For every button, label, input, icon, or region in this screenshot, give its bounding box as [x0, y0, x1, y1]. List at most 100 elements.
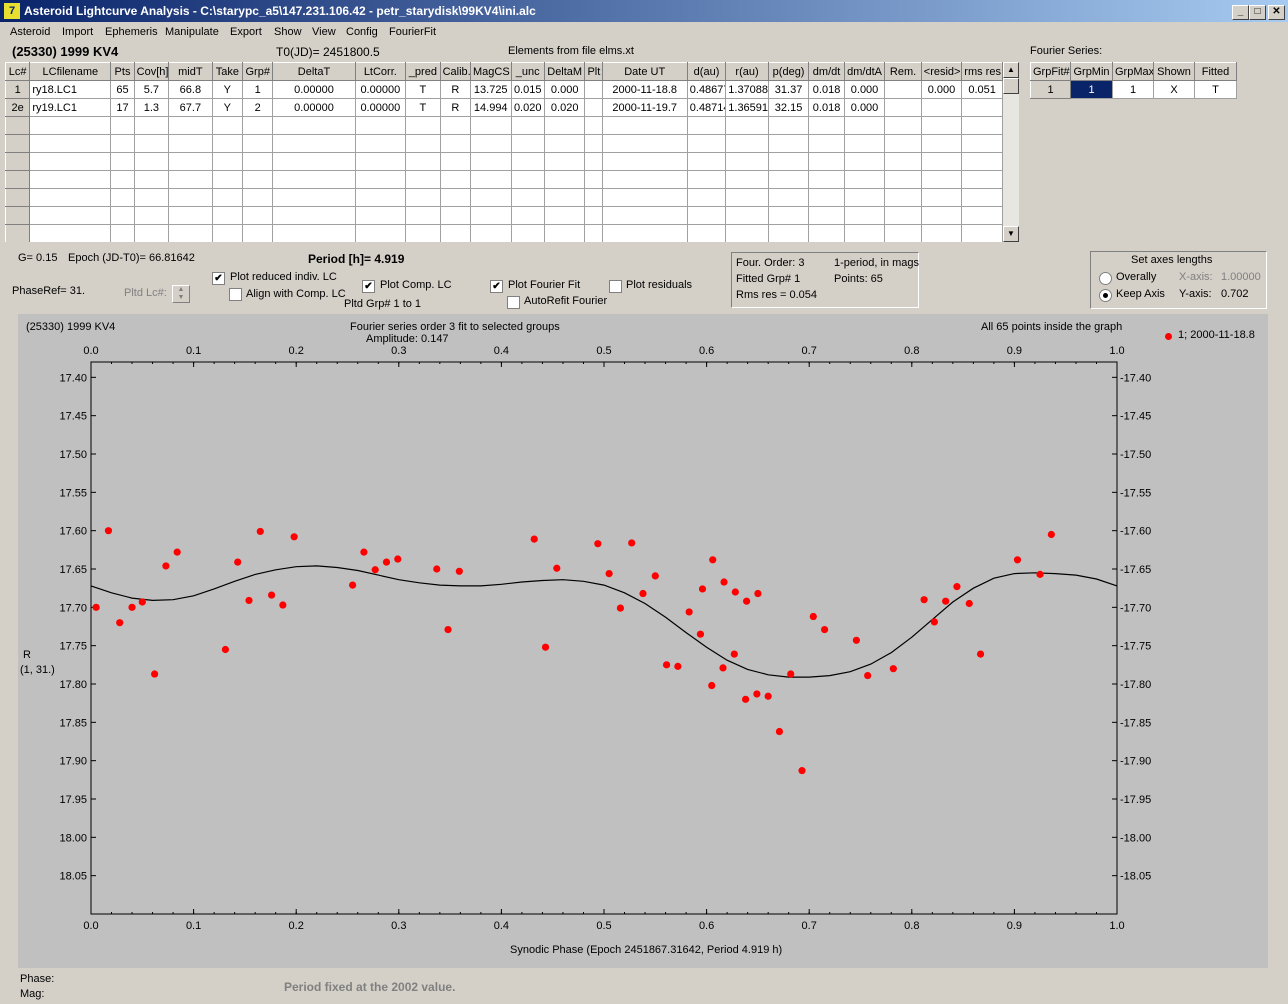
- table-cell[interactable]: [510, 170, 545, 189]
- table-cell[interactable]: [110, 134, 135, 153]
- fs-cell-grpfit[interactable]: 1: [1030, 80, 1071, 99]
- table-cell[interactable]: [961, 170, 1003, 189]
- table-cell[interactable]: [543, 224, 586, 242]
- table-cell[interactable]: [884, 170, 922, 189]
- lightcurve-plot[interactable]: 0.0 0.0 0.1 0.1 0.2 0.2 0.3 0.3 0.4 0.4 0.5 0.5 0.6 0…: [18, 314, 1268, 968]
- table-cell[interactable]: [686, 170, 727, 189]
- lc-col-header[interactable]: rms res: [961, 62, 1003, 81]
- table-cell[interactable]: 0.00000: [272, 80, 356, 99]
- table-cell[interactable]: [843, 134, 886, 153]
- lc-col-header[interactable]: r(au): [725, 62, 769, 81]
- table-cell[interactable]: R: [439, 98, 471, 117]
- table-cell[interactable]: [686, 116, 727, 135]
- table-cell[interactable]: [242, 152, 274, 171]
- close-button[interactable]: ✕: [1268, 5, 1285, 20]
- table-cell[interactable]: [211, 152, 244, 171]
- table-cell[interactable]: [961, 224, 1003, 242]
- table-cell[interactable]: [439, 224, 471, 242]
- table-cell[interactable]: [543, 152, 586, 171]
- table-cell[interactable]: [405, 116, 441, 135]
- table-cell[interactable]: [686, 134, 727, 153]
- table-cell[interactable]: 2000-11-19.7: [601, 98, 688, 117]
- table-cell[interactable]: [601, 116, 688, 135]
- lc-col-header[interactable]: Take: [211, 62, 244, 81]
- table-cell[interactable]: [920, 116, 963, 135]
- maximize-button[interactable]: □: [1249, 5, 1266, 20]
- table-cell[interactable]: 1.37088: [725, 80, 769, 99]
- table-cell[interactable]: [601, 134, 688, 153]
- table-cell[interactable]: [272, 188, 356, 207]
- table-row-empty[interactable]: [5, 206, 1003, 225]
- table-cell[interactable]: [584, 152, 603, 171]
- table-cell[interactable]: Y: [211, 80, 244, 99]
- table-cell[interactable]: [843, 116, 886, 135]
- table-cell[interactable]: 1.3: [133, 98, 170, 117]
- table-cell[interactable]: [686, 206, 727, 225]
- table-cell[interactable]: 1: [242, 80, 274, 99]
- table-cell[interactable]: 1.36591: [725, 98, 769, 117]
- table-cell[interactable]: [808, 224, 845, 242]
- table-cell[interactable]: ry19.LC1: [29, 98, 112, 117]
- table-cell[interactable]: 0.018: [808, 80, 845, 99]
- table-cell[interactable]: [211, 134, 244, 153]
- table-cell[interactable]: [168, 224, 213, 242]
- table-cell[interactable]: [29, 206, 112, 225]
- table-cell[interactable]: [354, 170, 407, 189]
- lc-col-header[interactable]: p(deg): [767, 62, 810, 81]
- table-cell[interactable]: [920, 98, 963, 117]
- table-cell[interactable]: [725, 224, 769, 242]
- table-cell[interactable]: [584, 116, 603, 135]
- scroll-down-icon[interactable]: ▼: [1003, 226, 1019, 242]
- menu-ephemeris[interactable]: Ephemeris: [105, 26, 158, 38]
- row-header[interactable]: 2e: [5, 98, 31, 117]
- table-cell[interactable]: [242, 134, 274, 153]
- lc-col-header[interactable]: DeltaM: [543, 62, 586, 81]
- plot-comp-checkbox[interactable]: ✔: [362, 280, 375, 293]
- table-cell[interactable]: [133, 170, 170, 189]
- table-cell[interactable]: [725, 206, 769, 225]
- table-cell[interactable]: 67.7: [168, 98, 213, 117]
- table-cell[interactable]: 17: [110, 98, 135, 117]
- table-cell[interactable]: 0.00000: [354, 98, 407, 117]
- app-icon[interactable]: 7: [4, 3, 20, 19]
- lc-col-header[interactable]: _pred: [405, 62, 441, 81]
- table-cell[interactable]: [469, 224, 512, 242]
- table-cell[interactable]: [961, 134, 1003, 153]
- lc-col-header[interactable]: <resid>: [920, 62, 963, 81]
- table-cell[interactable]: [767, 224, 810, 242]
- fs-cell-shown[interactable]: X: [1153, 80, 1195, 99]
- table-cell[interactable]: [584, 98, 603, 117]
- fs-cell-grpmin[interactable]: 1: [1070, 80, 1113, 99]
- plot-canvas[interactable]: 0.0 0.0 0.1 0.1 0.2 0.2 0.3 0.3 0.4 0.4 0.5 0.5 0.6 0…: [18, 314, 1268, 968]
- table-cell[interactable]: [110, 152, 135, 171]
- fs-col-shown[interactable]: Shown: [1153, 62, 1195, 81]
- row-header[interactable]: [5, 152, 31, 171]
- table-cell[interactable]: [469, 170, 512, 189]
- table-cell[interactable]: [469, 206, 512, 225]
- table-cell[interactable]: [469, 116, 512, 135]
- table-cell[interactable]: [211, 188, 244, 207]
- table-cell[interactable]: [29, 224, 112, 242]
- table-cell[interactable]: [354, 152, 407, 171]
- table-cell[interactable]: [584, 170, 603, 189]
- table-cell[interactable]: 13.725: [469, 80, 512, 99]
- table-cell[interactable]: [168, 116, 213, 135]
- table-cell[interactable]: 0.00000: [272, 98, 356, 117]
- table-cell[interactable]: [961, 116, 1003, 135]
- table-cell[interactable]: [686, 152, 727, 171]
- table-cell[interactable]: [961, 206, 1003, 225]
- table-row-empty[interactable]: [5, 188, 1003, 207]
- table-cell[interactable]: [110, 188, 135, 207]
- table-cell[interactable]: [843, 170, 886, 189]
- lc-col-header[interactable]: DeltaT: [272, 62, 356, 81]
- table-cell[interactable]: [110, 170, 135, 189]
- table-cell[interactable]: [354, 206, 407, 225]
- table-cell[interactable]: [272, 206, 356, 225]
- table-row[interactable]: 2e ry19.LC1 17 1.3 67.7 Y 2 0.00000 0.00000 T R 14.…: [5, 98, 1003, 117]
- lc-col-header[interactable]: Grp#: [242, 62, 274, 81]
- table-cell[interactable]: [110, 206, 135, 225]
- table-cell[interactable]: 2: [242, 98, 274, 117]
- table-cell[interactable]: [272, 116, 356, 135]
- table-cell[interactable]: T: [405, 80, 441, 99]
- table-cell[interactable]: [686, 188, 727, 207]
